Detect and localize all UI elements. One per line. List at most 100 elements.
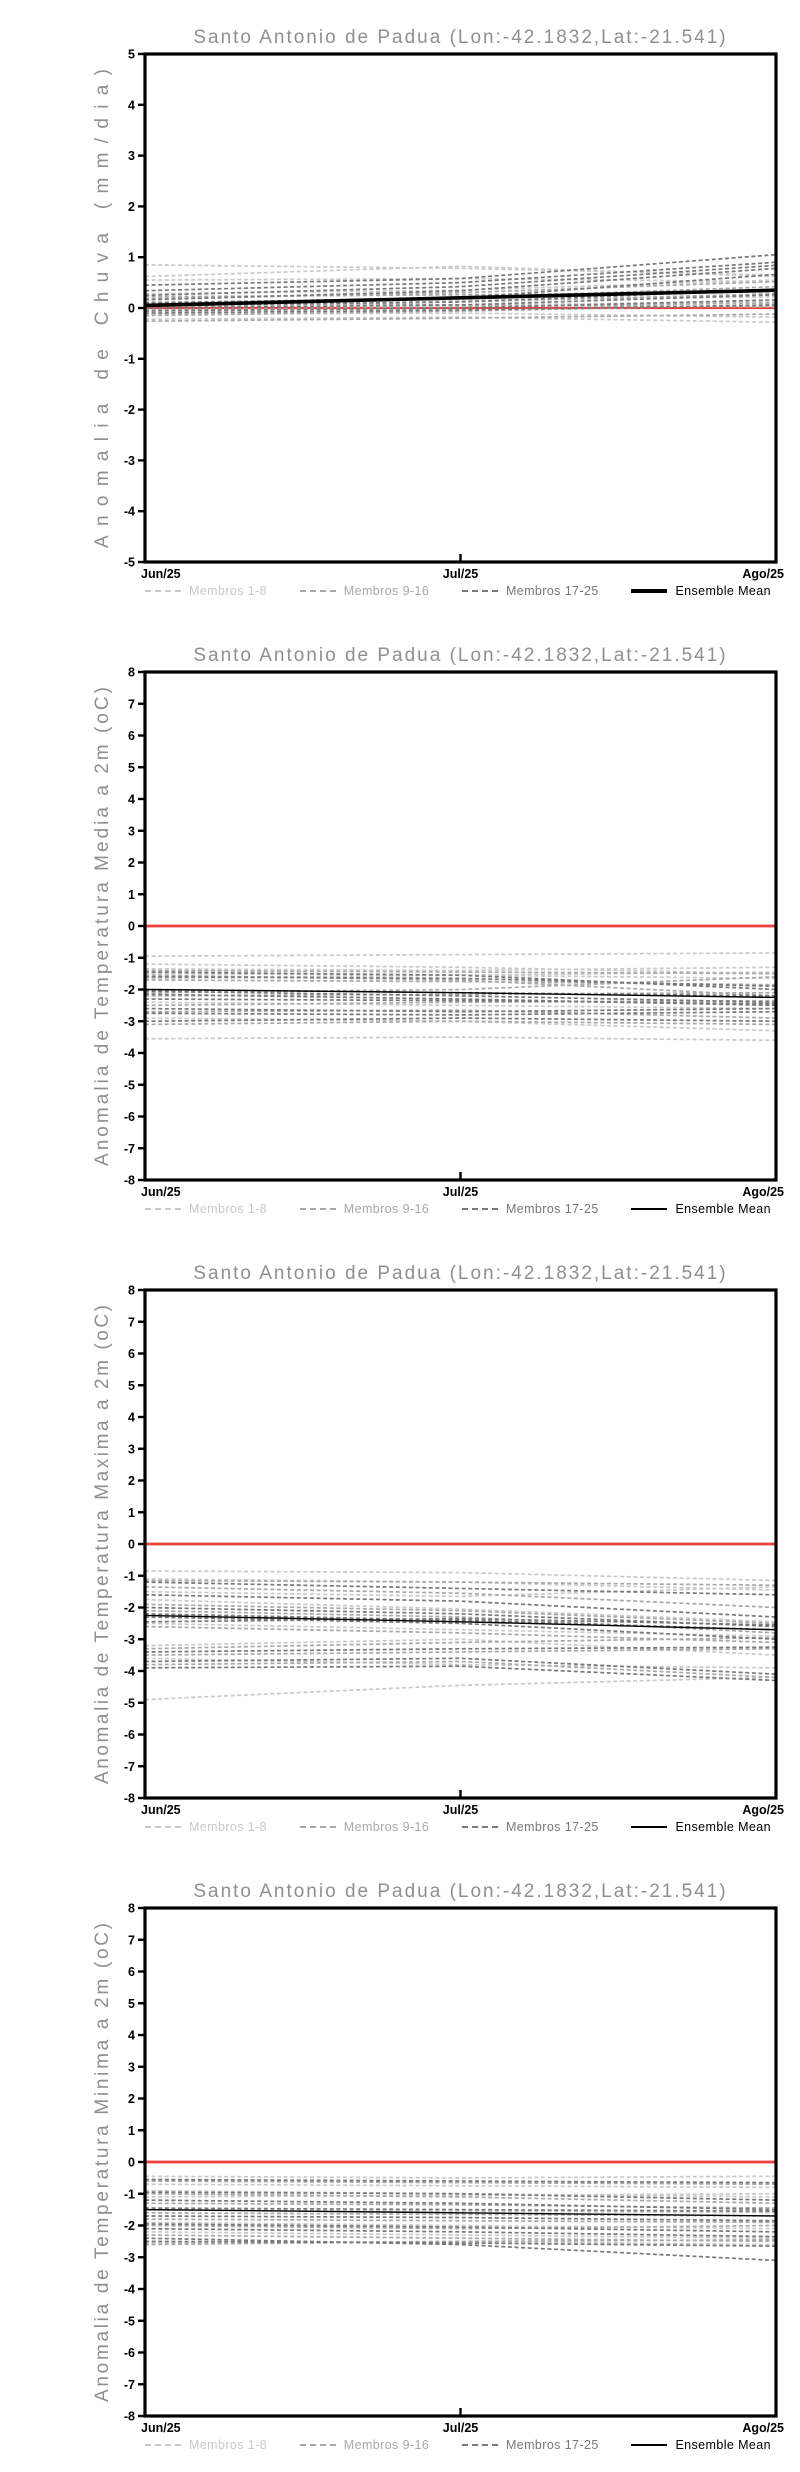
svg-text:-2: -2 <box>124 2219 135 2233</box>
svg-text:1: 1 <box>128 2124 135 2138</box>
svg-text:-8: -8 <box>124 1792 135 1806</box>
legend-item-ensemble-mean: Ensemble Mean <box>631 2438 771 2452</box>
svg-text:1: 1 <box>128 1506 135 1520</box>
svg-text:7: 7 <box>128 1933 135 1947</box>
rain-anomaly-plot: -5 -4 -3 -2 -1 0 1 2 3 4 5 Jun/25 Jul/25 Ago/25 Anomal… <box>92 48 784 582</box>
svg-text:-1: -1 <box>124 1569 135 1583</box>
svg-text:3: 3 <box>128 1442 135 1456</box>
svg-text:1: 1 <box>128 251 135 265</box>
svg-text:Ago/25: Ago/25 <box>742 567 784 581</box>
dashed-line-swatch <box>145 1826 181 1828</box>
svg-text:Anomalia de Chuva (mm/dia): Anomalia de Chuva (mm/dia) <box>92 68 113 548</box>
svg-text:6: 6 <box>128 729 135 743</box>
svg-text:2: 2 <box>128 2092 135 2106</box>
svg-text:Jun/25: Jun/25 <box>141 1803 181 1817</box>
legend-label: Membros 9-16 <box>343 1202 430 1216</box>
svg-text:-3: -3 <box>124 454 135 468</box>
mean-temp-anomaly-plot: -8 -7 -6 -5 -4 -3 -2 -1 0 1 2 3 4 5 6 7 8 Jun/25 Jul/25 Ago… <box>92 666 784 1200</box>
chart-title: Santo Antonio de Padua (Lon:-42.1832,Lat… <box>193 645 728 666</box>
svg-text:-8: -8 <box>124 1174 135 1188</box>
dashed-line-swatch <box>299 2444 336 2446</box>
svg-text:8: 8 <box>128 666 135 680</box>
solid-line-swatch <box>631 589 668 593</box>
legend-item-ensemble-mean: Ensemble Mean <box>631 1820 771 1834</box>
svg-text:-2: -2 <box>124 983 135 997</box>
svg-text:-3: -3 <box>124 1633 135 1647</box>
svg-text:-6: -6 <box>124 2346 135 2360</box>
legend-item-membros-17-25: Membros 17-25 <box>461 1820 599 1834</box>
svg-text:8: 8 <box>128 1902 135 1916</box>
dashed-line-swatch <box>145 590 181 592</box>
svg-text:Anomalia de Temperatura Media: Anomalia de Temperatura Media a 2m (oC) <box>92 686 113 1166</box>
dashed-line-swatch <box>461 2444 498 2446</box>
legend-item-membros-17-25: Membros 17-25 <box>461 584 599 598</box>
svg-text:7: 7 <box>128 697 135 711</box>
svg-text:-1: -1 <box>124 2187 135 2201</box>
svg-text:5: 5 <box>128 1379 135 1393</box>
legend-label: Membros 17-25 <box>505 2438 599 2452</box>
svg-text:-7: -7 <box>124 2378 135 2392</box>
legend: Membros 1-8 Membros 9-16 Membros 17-25 E… <box>145 584 771 598</box>
legend-label: Membros 1-8 <box>189 2438 268 2452</box>
legend-label: Membros 1-8 <box>189 1820 268 1834</box>
svg-text:0: 0 <box>128 2156 135 2170</box>
svg-text:-4: -4 <box>124 1047 135 1061</box>
svg-text:Anomalia de Temperatura Maxima: Anomalia de Temperatura Maxima a 2m (oC) <box>92 1304 113 1784</box>
legend-item-membros-1-8: Membros 1-8 <box>145 1820 267 1834</box>
svg-text:-6: -6 <box>124 1110 135 1124</box>
dashed-line-swatch <box>299 1208 336 1210</box>
dashed-line-swatch <box>299 590 336 592</box>
svg-text:2: 2 <box>128 856 135 870</box>
legend-label: Ensemble Mean <box>675 1820 771 1834</box>
svg-text:1: 1 <box>128 888 135 902</box>
dashed-line-swatch <box>145 1208 181 1210</box>
svg-text:6: 6 <box>128 1347 135 1361</box>
legend-item-membros-17-25: Membros 17-25 <box>461 1202 599 1216</box>
svg-text:-8: -8 <box>124 2410 135 2424</box>
svg-text:5: 5 <box>128 1997 135 2011</box>
svg-text:0: 0 <box>128 1538 135 1552</box>
svg-text:-4: -4 <box>124 2283 135 2297</box>
chart-block-max-temp-anomaly: -8 -7 -6 -5 -4 -3 -2 -1 0 1 2 3 4 5 6 7 8 Jun/25 Jul/25 Ago… <box>0 1236 800 1854</box>
legend: Membros 1-8 Membros 9-16 Membros 17-25 E… <box>145 1202 771 1216</box>
svg-text:-7: -7 <box>124 1760 135 1774</box>
chart-title: Santo Antonio de Padua (Lon:-42.1832,Lat… <box>193 1881 728 1902</box>
svg-text:6: 6 <box>128 1965 135 1979</box>
chart-block-min-temp-anomaly: -8 -7 -6 -5 -4 -3 -2 -1 0 1 2 3 4 5 6 7 8 Jun/25 Jul/25 Ago… <box>0 1854 800 2472</box>
svg-text:8: 8 <box>128 1284 135 1298</box>
legend-label: Membros 17-25 <box>505 1820 599 1834</box>
legend-label: Ensemble Mean <box>675 1202 771 1216</box>
svg-text:Jul/25: Jul/25 <box>443 1803 478 1817</box>
svg-text:-5: -5 <box>124 556 135 570</box>
svg-text:Jul/25: Jul/25 <box>443 2421 478 2435</box>
svg-text:-3: -3 <box>124 2251 135 2265</box>
svg-text:-5: -5 <box>124 1696 135 1710</box>
svg-text:3: 3 <box>128 2060 135 2074</box>
svg-text:-5: -5 <box>124 1078 135 1092</box>
svg-text:-4: -4 <box>124 505 135 519</box>
legend-item-ensemble-mean: Ensemble Mean <box>631 1202 771 1216</box>
dashed-line-swatch <box>461 590 498 592</box>
svg-text:-1: -1 <box>124 352 135 366</box>
svg-text:5: 5 <box>128 48 135 62</box>
dashed-line-swatch <box>299 1826 336 1828</box>
legend-label: Membros 9-16 <box>343 1820 430 1834</box>
legend-item-membros-9-16: Membros 9-16 <box>299 1202 430 1216</box>
legend-label: Membros 17-25 <box>505 584 599 598</box>
svg-text:4: 4 <box>128 98 135 112</box>
legend: Membros 1-8 Membros 9-16 Membros 17-25 E… <box>145 1820 771 1834</box>
legend-label: Membros 17-25 <box>505 1202 599 1216</box>
legend-item-membros-9-16: Membros 9-16 <box>299 1820 430 1834</box>
chart-title: Santo Antonio de Padua (Lon:-42.1832,Lat… <box>193 27 728 48</box>
legend-label: Membros 9-16 <box>343 584 430 598</box>
chart-block-rain-anomaly: -5 -4 -3 -2 -1 0 1 2 3 4 5 Jun/25 Jul/25 Ago/25 Anomal… <box>0 0 800 618</box>
svg-text:3: 3 <box>128 149 135 163</box>
legend-label: Ensemble Mean <box>675 2438 771 2452</box>
svg-text:Jul/25: Jul/25 <box>443 1185 478 1199</box>
svg-text:Ago/25: Ago/25 <box>742 1185 784 1199</box>
svg-text:Ago/25: Ago/25 <box>742 2421 784 2435</box>
legend-item-membros-1-8: Membros 1-8 <box>145 1202 267 1216</box>
dashed-line-swatch <box>145 2444 181 2446</box>
legend: Membros 1-8 Membros 9-16 Membros 17-25 E… <box>145 2438 771 2452</box>
